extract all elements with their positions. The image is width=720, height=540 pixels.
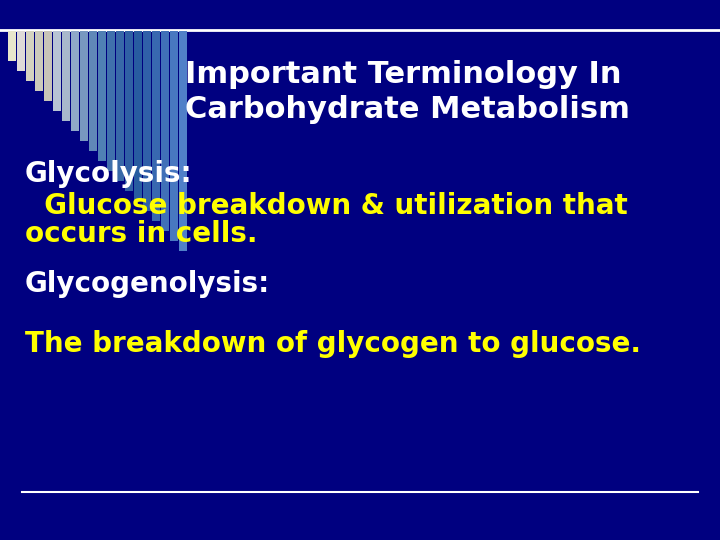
Bar: [62, 31, 70, 121]
Bar: [17, 31, 25, 71]
Text: Carbohydrate Metabolism: Carbohydrate Metabolism: [185, 95, 630, 124]
Bar: [35, 31, 43, 91]
Bar: [53, 31, 61, 111]
Text: The breakdown of glycogen to glucose.: The breakdown of glycogen to glucose.: [25, 330, 641, 358]
Bar: [26, 31, 34, 81]
Bar: [116, 31, 124, 181]
Bar: [125, 31, 133, 191]
Text: Glucose breakdown & utilization that: Glucose breakdown & utilization that: [25, 192, 628, 220]
Bar: [179, 31, 187, 251]
Bar: [152, 31, 160, 221]
Bar: [44, 31, 52, 101]
Bar: [71, 31, 79, 131]
Bar: [170, 31, 178, 241]
Text: Glycolysis:: Glycolysis:: [25, 160, 193, 188]
Bar: [107, 31, 115, 171]
Bar: [161, 31, 169, 231]
Text: occurs in cells.: occurs in cells.: [25, 220, 258, 248]
Text: Important Terminology In: Important Terminology In: [185, 60, 621, 89]
Text: Glycogenolysis:: Glycogenolysis:: [25, 270, 270, 298]
Bar: [8, 31, 16, 61]
Bar: [98, 31, 106, 161]
Bar: [80, 31, 88, 141]
Bar: [143, 31, 151, 211]
Bar: [134, 31, 142, 201]
Bar: [89, 31, 97, 151]
